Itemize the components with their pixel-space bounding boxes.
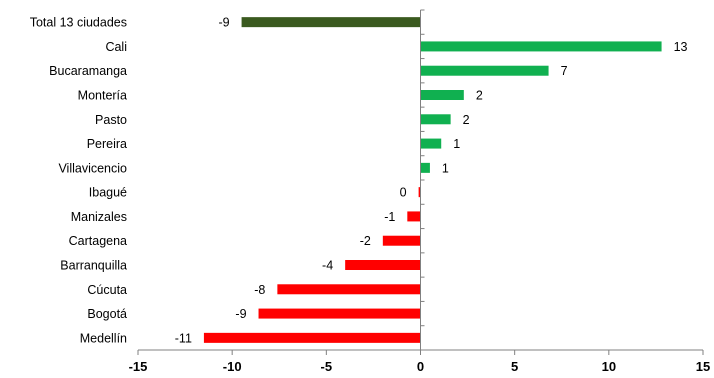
bar (407, 211, 421, 222)
data-label: -1 (384, 210, 395, 224)
bar (241, 17, 421, 28)
category-label: Pereira (87, 137, 127, 151)
category-label: Bucaramanga (49, 64, 127, 78)
bar (420, 138, 442, 149)
x-tick-label: -5 (321, 359, 333, 374)
data-label: 2 (463, 113, 470, 127)
category-label: Total 13 ciudades (30, 16, 127, 30)
data-label: 1 (453, 137, 460, 151)
data-label: -8 (254, 283, 265, 297)
category-label: Medellín (80, 331, 127, 345)
bar (420, 65, 549, 76)
category-label: Cartagena (69, 234, 127, 248)
x-tick-label: 15 (696, 359, 710, 374)
bar (420, 90, 464, 100)
category-label: Pasto (95, 113, 127, 127)
data-label: 1 (442, 161, 449, 175)
category-label: Cúcuta (87, 283, 127, 297)
x-tick-label: 5 (511, 359, 518, 374)
bar (345, 260, 421, 270)
data-label: -2 (360, 234, 371, 248)
data-label: -11 (175, 331, 192, 345)
category-label: Cali (105, 40, 127, 54)
data-label: 0 (400, 186, 407, 200)
data-label: 2 (476, 89, 483, 103)
data-label: 13 (674, 40, 688, 54)
data-label: -9 (235, 307, 246, 321)
x-tick-label: 0 (417, 359, 424, 374)
category-label: Barranquilla (60, 259, 127, 273)
x-tick-label: -10 (223, 359, 242, 374)
category-label: Manizales (71, 210, 127, 224)
bar (277, 284, 421, 295)
category-label: Villavicencio (58, 161, 127, 175)
category-label: Montería (78, 89, 127, 103)
bar (203, 332, 421, 343)
data-label: -9 (218, 16, 229, 30)
bar (418, 187, 421, 198)
bar (420, 41, 662, 52)
x-tick-label: -15 (129, 359, 148, 374)
x-tick-label: 10 (602, 359, 616, 374)
bar (258, 308, 421, 319)
data-label: -4 (322, 259, 333, 273)
category-label: Bogotá (87, 307, 127, 321)
bar (420, 162, 430, 173)
bar (420, 114, 451, 125)
data-label: 7 (561, 64, 568, 78)
bar (382, 235, 421, 246)
category-label: Ibagué (89, 186, 127, 200)
